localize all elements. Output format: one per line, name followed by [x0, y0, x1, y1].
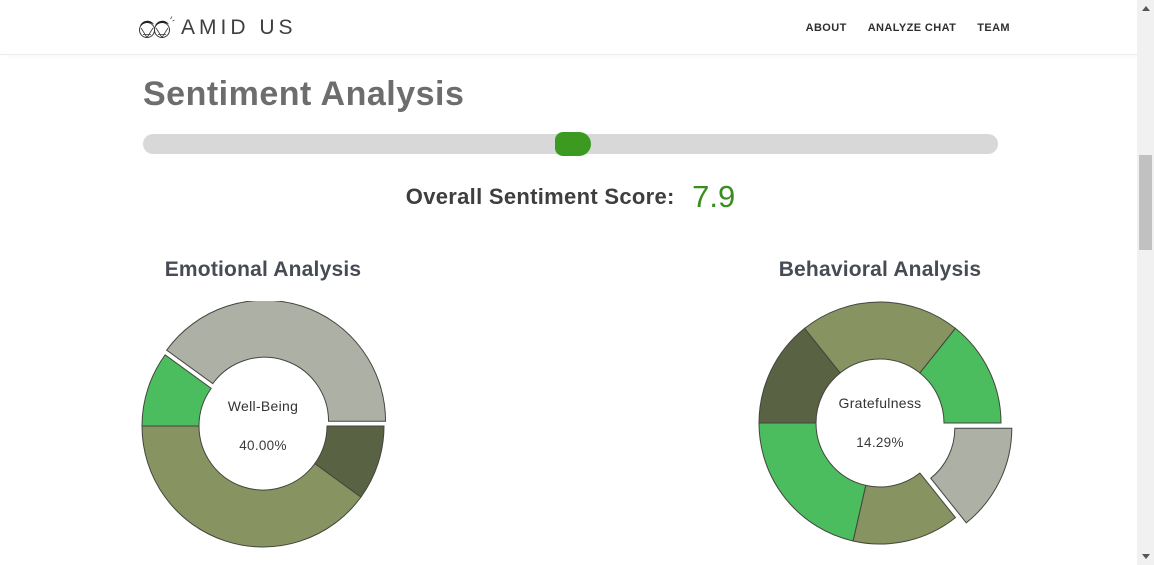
donut-segment[interactable]: [758, 422, 867, 542]
nav-item-analyze-chat[interactable]: ANALYZE CHAT: [867, 21, 957, 34]
main-nav: ABOUT ANALYZE CHAT TEAM: [806, 0, 1010, 55]
behavioral-analysis-chart: Behavioral Analysis Gratefulness 14.29%: [740, 258, 1020, 545]
behavioral-donut-chart[interactable]: [740, 298, 1020, 548]
donut-segment[interactable]: [803, 301, 957, 374]
donut-segment[interactable]: [930, 427, 1013, 524]
nav-item-team[interactable]: TEAM: [977, 21, 1010, 34]
donut-segment[interactable]: [165, 301, 387, 422]
emotional-donut-chart[interactable]: [123, 301, 403, 551]
page-title: Sentiment Analysis: [143, 75, 465, 113]
donut-segment[interactable]: [919, 327, 1002, 424]
emotional-analysis-chart: Emotional Analysis Well-Being 40.00%: [123, 258, 403, 548]
scroll-up-icon: [1141, 6, 1150, 11]
overall-score-label: Overall Sentiment Score:: [405, 184, 675, 209]
overall-score-row: Overall Sentiment Score: 7.9: [143, 179, 998, 215]
scrollbar-thumb[interactable]: [1139, 155, 1152, 250]
behavioral-analysis-title: Behavioral Analysis: [778, 258, 982, 281]
overall-score-value: 7.9: [692, 179, 736, 214]
donut-segment[interactable]: [141, 425, 362, 548]
donut-segment[interactable]: [141, 354, 212, 427]
amid-us-logo-icon: [139, 16, 175, 38]
sentiment-slider[interactable]: [143, 132, 998, 156]
nav-item-about[interactable]: ABOUT: [805, 21, 847, 34]
vertical-scrollbar[interactable]: [1137, 0, 1154, 565]
scrollbar-up-button[interactable]: [1137, 0, 1154, 17]
emotional-analysis-title: Emotional Analysis: [164, 258, 362, 281]
scroll-down-icon: [1141, 554, 1150, 559]
top-navbar: AMID US ABOUT ANALYZE CHAT TEAM: [0, 0, 1154, 55]
logo-text: AMID US: [181, 15, 297, 39]
amid-us-logo[interactable]: AMID US: [137, 0, 297, 55]
slider-thumb[interactable]: [555, 132, 592, 156]
donut-segment[interactable]: [758, 327, 841, 424]
scrollbar-down-button[interactable]: [1137, 548, 1154, 565]
